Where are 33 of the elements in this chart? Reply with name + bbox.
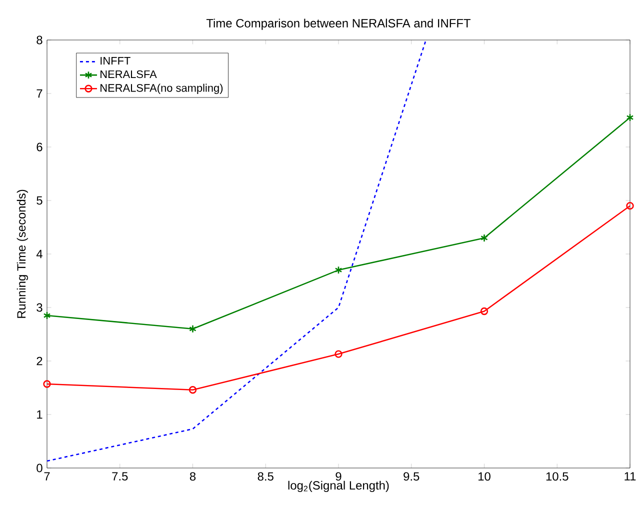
line-series [47,40,427,462]
y-tick-label: 6 [36,142,42,152]
point [188,386,197,394]
point [334,266,342,274]
chart-title: Time Comparison between NERAlSFA and INFFT [206,18,471,30]
y-tick-label: 7 [36,89,42,98]
legend-label: NERALSFA [100,70,157,78]
point [43,311,51,320]
y-tick-label: 0 [36,464,42,472]
x-tick-label: 9 [336,472,342,481]
point [189,324,196,334]
x-axis-title: log$_{2}$(Signal Length) [288,480,389,492]
y-axis-title: Running Time (seconds) [16,190,28,318]
y-tick-label: 3 [36,303,42,312]
y-tick-label: 1 [37,410,42,419]
x-tick-label: 10.5 [546,472,568,481]
x-tick-label: 11 [624,472,636,480]
legend-label: INFFT [100,57,130,65]
point [480,307,488,316]
point [480,234,488,242]
point [334,350,342,358]
x-tick-label: 7.5 [112,472,128,481]
point [626,113,634,122]
x-tick-label: 8.5 [258,472,274,481]
legend-label: NERALSFA(no sampling) [100,84,223,94]
x-tick-label: 7 [44,472,50,480]
x-tick-label: 9.5 [404,472,420,481]
y-tick-label: 4 [36,250,42,258]
y-tick-label: 2 [36,356,42,366]
x-tick-label: 8 [190,472,196,481]
y-tick-label: 5 [36,196,42,205]
y-tick-label: 8 [36,36,42,44]
x-tick-label: 10 [478,472,490,481]
